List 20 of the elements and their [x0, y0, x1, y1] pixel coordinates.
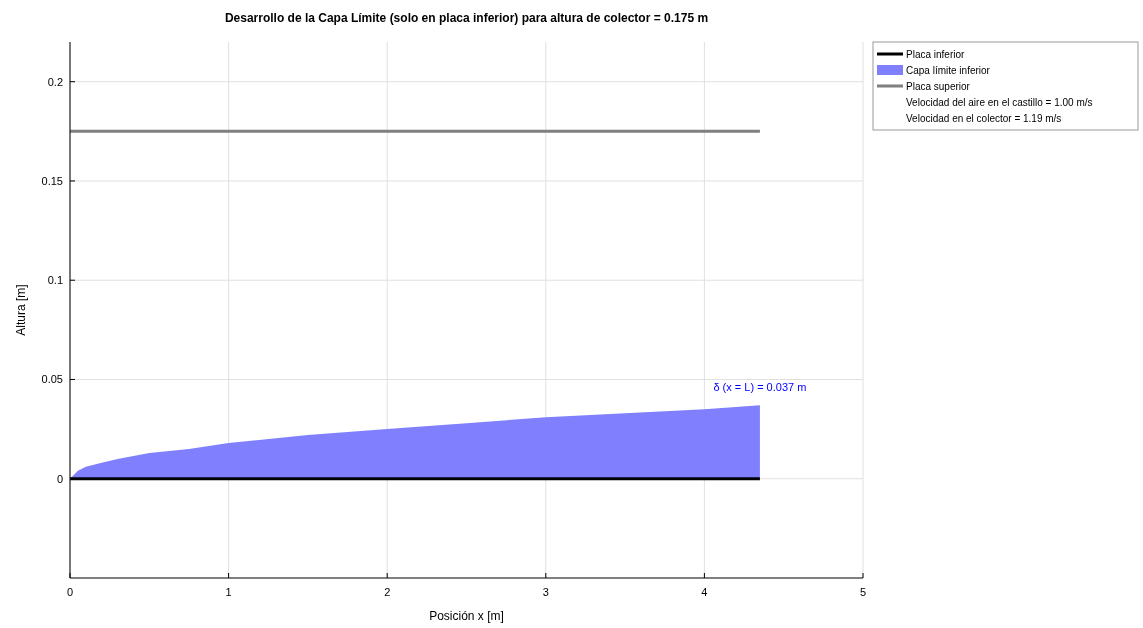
legend-label: Placa inferior [906, 49, 966, 60]
y-tick-label: 0.1 [47, 274, 63, 287]
y-tick-label: 0 [56, 472, 63, 485]
x-tick-label: 4 [701, 586, 708, 598]
legend-label: Placa superior [906, 81, 971, 92]
text: Velocidad en el colector = 1.19 m/s [906, 113, 1062, 124]
x-tick-label: 0 [66, 586, 74, 598]
annotation: δ (x = L) = 0.037 m [713, 381, 807, 394]
legend-label: Capa límite inferior [906, 65, 991, 76]
y-axis-title: Altura [m] [14, 284, 28, 336]
x-tick-label: 1 [225, 586, 232, 598]
y-tick-label: 0.2 [47, 75, 63, 88]
y-tick-label: 0.05 [41, 373, 63, 386]
y-tick-label: 0.15 [41, 174, 63, 187]
x-axis-title: Posición x [m] [429, 609, 504, 623]
x-tick-label: 5 [859, 586, 867, 598]
chart-title: Desarrollo de la Capa Límite (solo en placa inferior) para altura de colector = 0.175 m [224, 11, 709, 25]
x-tick-label: 3 [542, 586, 549, 598]
text: Velocidad del aire en el castillo = 1.00 m/s [906, 97, 1093, 108]
x-tick-label: 2 [384, 586, 391, 598]
